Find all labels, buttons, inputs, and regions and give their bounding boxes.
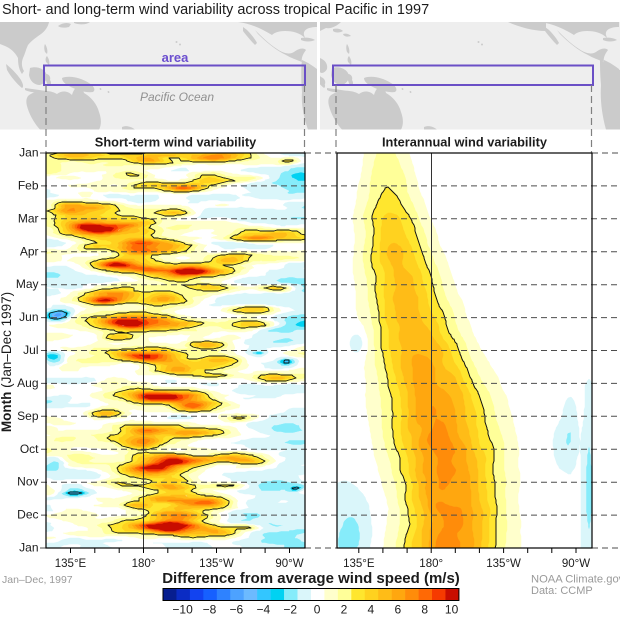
svg-text:Oct: Oct [20,442,39,456]
svg-text:NOAA Climate.gov: NOAA Climate.gov [531,574,620,586]
svg-text:Feb: Feb [18,178,39,192]
svg-text:Jan: Jan [19,541,38,555]
svg-text:Jun: Jun [19,310,38,324]
svg-text:135°E: 135°E [343,558,375,570]
svg-text:Month (Jan–Dec 1997): Month (Jan–Dec 1997) [0,292,14,432]
svg-text:6: 6 [394,603,401,617]
svg-text:Mar: Mar [18,211,39,225]
svg-text:90°W: 90°W [562,558,590,570]
svg-text:Nov: Nov [17,475,38,489]
svg-text:Pacific Ocean: Pacific Ocean [140,90,214,104]
svg-text:Dec: Dec [17,508,38,522]
svg-text:Jan: Jan [19,146,38,160]
svg-text:8: 8 [421,603,428,617]
svg-text:135°W: 135°W [486,558,521,570]
svg-text:−4: −4 [256,603,270,617]
svg-text:180°: 180° [419,558,443,570]
svg-text:−6: −6 [230,603,244,617]
svg-text:10: 10 [445,603,459,617]
svg-text:−8: −8 [203,603,217,617]
svg-text:90°W: 90°W [275,558,303,570]
svg-text:Jan–Dec, 1997: Jan–Dec, 1997 [2,574,73,586]
svg-text:Short-term wind variability: Short-term wind variability [95,135,257,150]
svg-text:4: 4 [368,603,375,617]
svg-text:135°W: 135°W [199,558,234,570]
svg-text:Sep: Sep [17,409,39,423]
svg-text:180°: 180° [132,558,156,570]
svg-text:Short- and long-term wind vari: Short- and long-term wind variability ac… [2,2,429,18]
svg-text:Aug: Aug [17,376,38,390]
svg-text:area: area [162,50,190,65]
svg-text:Data: CCMP: Data: CCMP [531,585,593,597]
svg-text:2: 2 [341,603,348,617]
svg-text:Apr: Apr [20,244,39,258]
svg-text:May: May [16,277,39,291]
svg-text:0: 0 [314,603,321,617]
svg-text:−2: −2 [283,603,297,617]
svg-text:135°E: 135°E [55,558,87,570]
svg-text:Difference from average wind s: Difference from average wind speed (m/s) [162,570,460,587]
svg-text:Interannual wind variability: Interannual wind variability [382,135,548,150]
svg-text:−10: −10 [172,603,193,617]
svg-text:Jul: Jul [23,343,38,357]
